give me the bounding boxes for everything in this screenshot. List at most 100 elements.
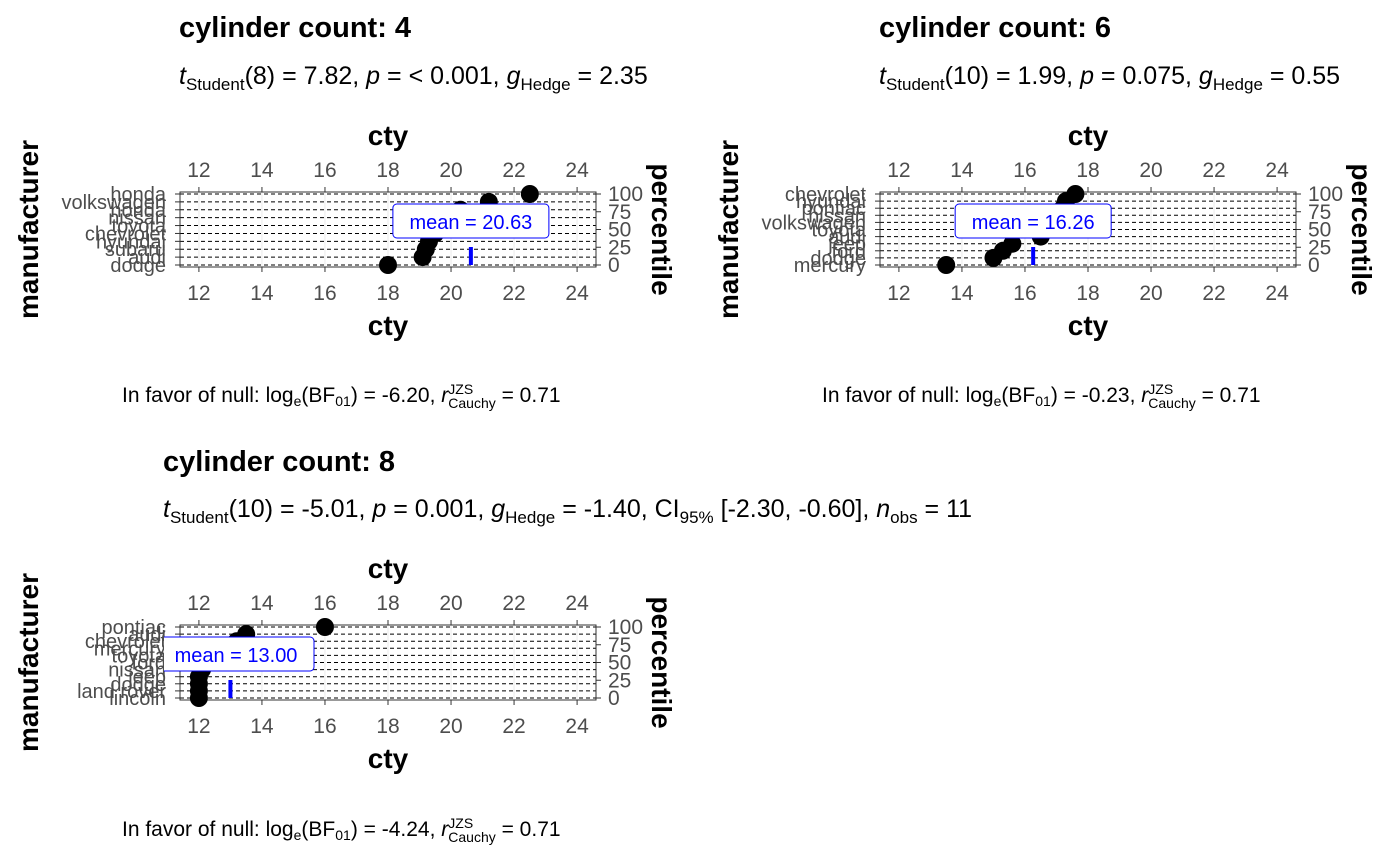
x-tick-label-bottom: 20 (439, 282, 462, 305)
category-label: dodge (110, 674, 166, 696)
x-tick-label-top: 16 (313, 592, 336, 615)
panel-subtitle: tStudent(8) = 7.82, p = < 0.001, g⌢Hedge… (179, 62, 700, 95)
category-label: ford (132, 653, 166, 675)
category-label: audi (128, 624, 166, 646)
x-axis-title-top: cty (1068, 120, 1109, 151)
x-tick-label-bottom: 22 (502, 715, 525, 738)
x-tick-label-top: 20 (1139, 159, 1162, 182)
x-tick-label-top: 14 (250, 159, 274, 182)
category-label: land rover (77, 681, 166, 703)
y2-tick-label: 25 (608, 669, 631, 692)
mean-label: mean = 16.26 (954, 203, 1112, 239)
x-tick-label-top: 18 (376, 592, 399, 615)
category-label: honda (110, 200, 166, 222)
x-tick-label-bottom: 14 (250, 282, 274, 305)
data-point (1003, 234, 1022, 253)
category-label: ford (832, 241, 866, 263)
stat-g-value: = 2.35 (570, 62, 648, 90)
y2-tick-label: 75 (608, 634, 631, 657)
x-tick-label-top: 24 (565, 159, 589, 182)
panel-subtitle: tStudent(10) = 1.99, p = 0.075, g⌢Hedge … (879, 62, 1400, 95)
x-tick-label-top: 22 (502, 159, 525, 182)
x-tick-label-bottom: 24 (1265, 282, 1289, 305)
x-axis-title-bottom: cty (368, 310, 409, 341)
stat-p-value: = 0.075, (1093, 62, 1199, 90)
category-label: volkswagen (761, 212, 866, 234)
stat-t-value: (10) = 1.99, (944, 62, 1081, 90)
y2-axis-title: percentile (1346, 163, 1377, 295)
mean-label-box (164, 636, 315, 672)
x-tick-label-bottom: 16 (313, 282, 336, 305)
x-tick-label-top: 12 (887, 159, 910, 182)
x-axis-title-top: cty (368, 120, 409, 151)
x-tick-label-bottom: 24 (565, 715, 589, 738)
x-tick-label-bottom: 12 (187, 282, 210, 305)
stat-g-sub: Hedge (505, 508, 556, 527)
category-label: subaru (105, 239, 166, 261)
category-label: chevrolet (85, 223, 167, 245)
stat-p-value: = < 0.001, (380, 62, 507, 90)
category-label: hyundai (796, 191, 866, 213)
category-label: toyota (812, 220, 867, 242)
stat-g-value: = 0.55 (1262, 62, 1341, 90)
y2-tick-label: 0 (608, 254, 620, 277)
y2-axis-title: percentile (646, 163, 677, 295)
mean-label: mean = 20.63 (392, 203, 550, 239)
stat-p-value: = 0.001, (386, 495, 492, 523)
panel-title: cylinder count: 6 (879, 12, 1112, 44)
category-label: honda (110, 184, 166, 206)
category-label: toyota (112, 216, 167, 238)
stat-g: g⌢ (506, 62, 521, 90)
facet-panel-8: cylinder count: 8 tStudent(10) = -5.01, … (0, 433, 1400, 866)
x-tick-label-bottom: 16 (313, 715, 336, 738)
stat-p: p (1080, 62, 1094, 90)
x-tick-label-bottom: 12 (887, 282, 910, 305)
category-label: mercury (794, 255, 866, 277)
category-label: audi (828, 227, 866, 249)
category-label: pontiac (802, 198, 867, 220)
x-tick-label-top: 12 (187, 159, 210, 182)
stat-g-value: = -1.40, CI (555, 495, 680, 523)
y2-tick-label: 50 (608, 219, 631, 242)
stat-t: t (179, 62, 186, 90)
x-tick-label-bottom: 18 (376, 282, 399, 305)
stat-n-value: = 11 (917, 495, 973, 523)
chart-area: cty cty manufacturer percentile 12 12 14 14 16 16… (13, 553, 677, 774)
category-label: hyundai (96, 231, 166, 253)
y2-tick-label: 100 (608, 183, 643, 206)
data-point (315, 618, 334, 636)
stat-t: t (879, 62, 886, 90)
category-label: mercury (94, 638, 166, 660)
mean-label-box (954, 203, 1112, 239)
category-label: chevrolet (785, 184, 867, 206)
x-tick-label-bottom: 18 (376, 715, 399, 738)
chart-area: cty cty manufacturer percentile 12 12 14 14 16 16… (13, 120, 677, 341)
x-axis-title-bottom: cty (1068, 310, 1109, 341)
category-label: nissan (108, 660, 166, 682)
stat-t: t (163, 495, 170, 523)
x-tick-label-top: 22 (502, 592, 525, 615)
y2-tick-label: 50 (608, 652, 631, 675)
stat-g-sub: Hedge (1212, 75, 1263, 94)
y-axis-title: manufacturer (13, 140, 44, 319)
stat-t-value: (8) = 7.82, (244, 62, 367, 90)
x-tick-label-bottom: 24 (565, 282, 589, 305)
stat-g: g⌢ (491, 495, 506, 523)
x-axis-title-top: cty (368, 553, 409, 584)
x-tick-label-bottom: 14 (950, 282, 974, 305)
mean-label-text: mean = 13.00 (175, 645, 298, 667)
stat-ci-value: [-2.30, -0.60], (713, 495, 877, 523)
y2-tick-label: 0 (1308, 254, 1320, 277)
x-tick-label-bottom: 16 (1013, 282, 1036, 305)
y2-tick-label: 75 (1308, 201, 1331, 224)
mean-label-text: mean = 20.63 (409, 212, 532, 234)
x-tick-label-top: 20 (439, 592, 462, 615)
x-tick-label-top: 12 (187, 592, 210, 615)
y2-tick-label: 25 (608, 236, 631, 259)
category-label: lincoln (109, 688, 166, 710)
stat-t-value: (10) = -5.01, (228, 495, 373, 523)
x-tick-label-bottom: 20 (439, 715, 462, 738)
x-tick-label-bottom: 22 (502, 282, 525, 305)
